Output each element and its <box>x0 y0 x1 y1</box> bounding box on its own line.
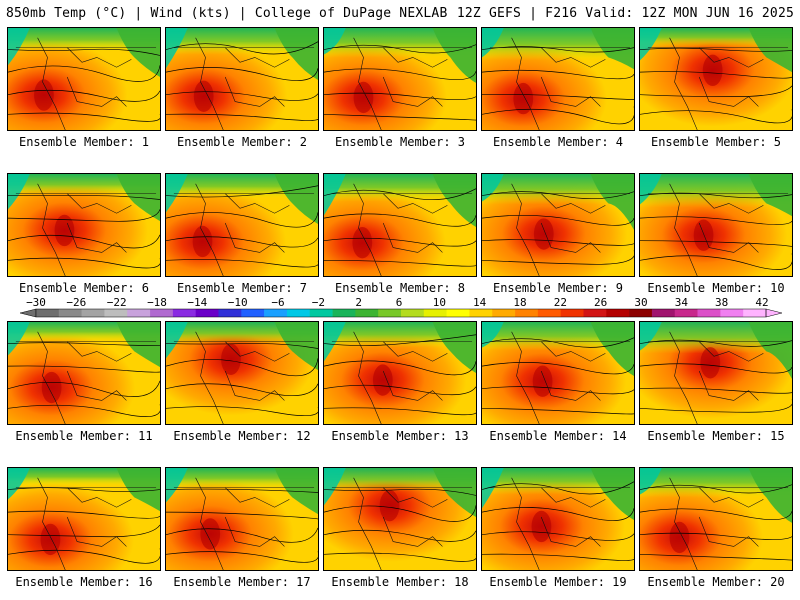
ensemble-member-label: Ensemble Member: 16 <box>15 575 153 589</box>
ensemble-member-label: Ensemble Member: 20 <box>647 575 785 589</box>
ensemble-member-label: Ensemble Member: 5 <box>650 135 782 149</box>
ensemble-member-map <box>639 467 793 571</box>
ensemble-member-label: Ensemble Member: 3 <box>334 135 466 149</box>
colorbar-swatch <box>309 309 333 317</box>
colorbar-tick-label: −30 <box>26 296 46 309</box>
colorbar-tick-label: −26 <box>66 296 87 309</box>
colorbar-swatch <box>172 309 196 317</box>
colorbar-tick-label: 42 <box>755 296 769 309</box>
ensemble-member-map <box>165 27 319 131</box>
ensemble-member-map <box>323 321 477 425</box>
colorbar-left-arrow <box>19 308 37 318</box>
colorbar-tick-label: −10 <box>227 296 248 309</box>
header: 850mb Temp (°C) | Wind (kts) | College o… <box>0 0 800 24</box>
ensemble-member-map <box>323 27 477 131</box>
ensemble-member-label: Ensemble Member: 13 <box>331 429 469 443</box>
colorbar-tick-label: −14 <box>187 296 208 309</box>
colorbar-swatch <box>492 309 516 317</box>
colorbar-swatch <box>674 309 698 317</box>
ensemble-member-label: Ensemble Member: 2 <box>176 135 308 149</box>
colorbar-swatch <box>401 309 425 317</box>
colorbar-tick-label: 26 <box>594 296 608 309</box>
colorbar-tick-label: 18 <box>513 296 527 309</box>
colorbar-swatch <box>423 309 447 317</box>
chart-title: 850mb Temp (°C) | Wind (kts) | College o… <box>6 6 448 21</box>
ensemble-member-map <box>481 321 635 425</box>
ensemble-member-map <box>481 173 635 277</box>
colorbar-swatch <box>720 309 744 317</box>
colorbar-tick-label: −22 <box>106 296 127 309</box>
ensemble-member-map <box>165 173 319 277</box>
colorbar-swatch <box>36 309 60 317</box>
ensemble-member-label: Ensemble Member: 1 <box>18 135 150 149</box>
colorbar-swatch <box>218 309 242 317</box>
colorbar-swatch <box>127 309 151 317</box>
colorbar-swatch <box>355 309 379 317</box>
colorbar-swatch <box>195 309 219 317</box>
colorbar-swatch <box>104 309 128 317</box>
colorbar-swatch <box>697 309 721 317</box>
ensemble-member-map <box>7 467 161 571</box>
ensemble-member-label: Ensemble Member: 11 <box>15 429 153 443</box>
colorbar-tick-label: 10 <box>432 296 446 309</box>
ensemble-member-map <box>323 467 477 571</box>
colorbar-swatch <box>469 309 493 317</box>
ensemble-member-map <box>165 467 319 571</box>
ensemble-member-label: Ensemble Member: 19 <box>489 575 627 589</box>
colorbar-tick-label: 2 <box>355 296 362 309</box>
ensemble-member-map <box>481 467 635 571</box>
ensemble-member-label: Ensemble Member: 10 <box>647 281 785 295</box>
ensemble-member-map <box>323 173 477 277</box>
colorbar-tick-label: −18 <box>147 296 167 309</box>
colorbar-swatch <box>651 309 676 317</box>
ensemble-member-label: Ensemble Member: 9 <box>492 281 624 295</box>
colorbar-tick-label: 22 <box>553 296 567 309</box>
ensemble-member-map <box>639 321 793 425</box>
colorbar-swatch <box>150 309 174 317</box>
ensemble-member-label: Ensemble Member: 14 <box>489 429 627 443</box>
colorbar-swatch <box>286 309 311 317</box>
ensemble-member-label: Ensemble Member: 4 <box>492 135 624 149</box>
ensemble-member-map <box>7 173 161 277</box>
colorbar-swatch <box>58 309 82 317</box>
colorbar-swatch <box>629 309 653 317</box>
colorbar-swatch <box>515 309 539 317</box>
ensemble-member-label: Ensemble Member: 12 <box>173 429 311 443</box>
colorbar-swatch <box>606 309 630 317</box>
colorbar-swatch <box>446 309 470 317</box>
colorbar-border <box>35 308 767 318</box>
ensemble-member-label: Ensemble Member: 15 <box>647 429 785 443</box>
colorbar-tick-label: −2 <box>311 296 325 309</box>
colorbar-swatch <box>583 309 607 317</box>
colorbar-swatch <box>332 309 356 317</box>
ensemble-member-map <box>639 173 793 277</box>
colorbar-right-arrow <box>765 308 783 318</box>
colorbar-swatch <box>537 309 561 317</box>
colorbar-swatch <box>378 309 402 317</box>
colorbar-swatch <box>560 309 584 317</box>
ensemble-member-map <box>7 321 161 425</box>
colorbar-tick-label: 6 <box>395 296 403 309</box>
colorbar-swatch <box>81 309 105 317</box>
colorbar-tick-label: 38 <box>715 296 729 309</box>
ensemble-member-label: Ensemble Member: 6 <box>18 281 150 295</box>
ensemble-member-map <box>639 27 793 131</box>
ensemble-member-label: Ensemble Member: 7 <box>176 281 308 295</box>
colorbar-swatch <box>264 309 288 317</box>
colorbar-tick-label: −6 <box>271 296 285 309</box>
colorbar-swatch <box>241 309 265 317</box>
colorbar-scale <box>19 308 783 318</box>
colorbar-tick-label: 30 <box>634 296 648 309</box>
temperature-colorbar: −30 −26 −22 −18 −14 −10 −6 −2 2 6 10 14 18 22 26 30 34 38… <box>0 296 800 322</box>
ensemble-member-label: Ensemble Member: 17 <box>173 575 311 589</box>
run-valid-time: 12Z GEFS | F216 Valid: 12Z MON JUN 16 20… <box>456 6 794 21</box>
ensemble-member-map <box>7 27 161 131</box>
ensemble-member-label: Ensemble Member: 8 <box>334 281 466 295</box>
ensemble-member-map <box>165 321 319 425</box>
colorbar-tick-label: 34 <box>674 296 688 309</box>
colorbar-swatch <box>743 309 767 317</box>
ensemble-member-label: Ensemble Member: 18 <box>331 575 469 589</box>
ensemble-member-map <box>481 27 635 131</box>
colorbar-tick-label: 14 <box>473 296 487 309</box>
